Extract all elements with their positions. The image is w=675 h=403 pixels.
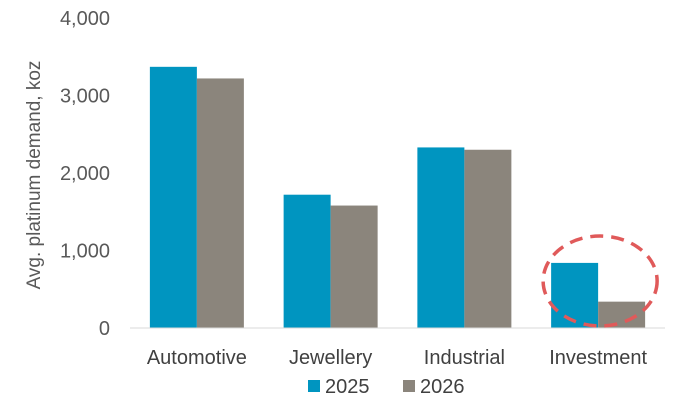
bar-2026-industrial <box>464 149 512 328</box>
bar-2026-automotive <box>196 78 244 328</box>
y-axis-ticks: 0 1,000 2,000 3,000 4,000 <box>60 8 110 340</box>
bar-2025-automotive <box>149 66 197 328</box>
y-axis-title: Avg. platinum demand, koz <box>24 61 45 290</box>
legend-label-2025: 2025 <box>325 376 370 398</box>
y-tick-label: 1,000 <box>60 241 110 263</box>
bars <box>149 66 646 328</box>
bar-2025-industrial <box>417 147 465 328</box>
bar-2026-jewellery <box>330 205 378 328</box>
legend-swatch-2026 <box>403 380 415 392</box>
bar-2025-investment <box>551 262 599 328</box>
category-label: Industrial <box>424 347 505 369</box>
legend-swatch-2025 <box>308 380 320 392</box>
highlight-annotation <box>541 234 659 328</box>
legend-label-2026: 2026 <box>420 376 465 398</box>
y-tick-label: 2,000 <box>60 163 110 185</box>
category-label: Automotive <box>147 347 247 369</box>
category-label: Jewellery <box>289 347 372 369</box>
bar-2026-investment <box>598 301 646 328</box>
y-tick-label: 3,000 <box>60 86 110 108</box>
category-label: Investment <box>549 347 647 369</box>
y-tick-label: 0 <box>99 318 110 340</box>
category-labels: Automotive Jewellery Industrial Investment <box>147 347 648 369</box>
bar-2025-jewellery <box>283 194 331 328</box>
highlight-ellipse <box>541 234 659 328</box>
y-tick-label: 4,000 <box>60 8 110 30</box>
legend: 2025 2026 <box>308 376 465 398</box>
